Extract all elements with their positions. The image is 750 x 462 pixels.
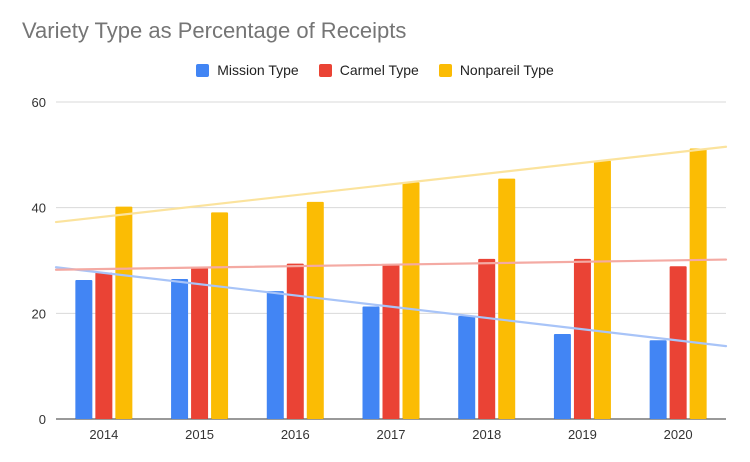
bar-nonpareil-type xyxy=(593,160,611,419)
bar-nonpareil-type xyxy=(498,178,516,419)
x-tick-label: 2019 xyxy=(568,427,597,442)
bar-mission-type xyxy=(266,291,284,419)
bar-nonpareil-type xyxy=(211,212,229,419)
x-tick-label: 2018 xyxy=(472,427,501,442)
bar-nonpareil-type xyxy=(689,148,707,419)
legend-label-mission: Mission Type xyxy=(217,62,299,78)
x-tick-label: 2017 xyxy=(377,427,406,442)
bar-carmel-type xyxy=(286,263,304,419)
x-tick-label: 2014 xyxy=(89,427,118,442)
trendline-nonpareil-type xyxy=(54,145,728,224)
legend-label-nonpareil: Nonpareil Type xyxy=(459,62,554,78)
legend-item-mission[interactable]: Mission Type xyxy=(196,62,299,78)
x-tick-label: 2020 xyxy=(664,427,693,442)
x-tick-label: 2015 xyxy=(185,427,214,442)
bar-mission-type xyxy=(649,340,667,419)
legend-label-carmel: Carmel Type xyxy=(339,62,419,78)
y-tick-label: 40 xyxy=(32,201,46,216)
y-tick-label: 20 xyxy=(32,306,46,321)
bar-carmel-type xyxy=(573,258,591,419)
bar-carmel-type xyxy=(669,266,687,419)
bar-mission-type xyxy=(362,306,380,419)
bar-mission-type xyxy=(171,278,189,419)
trendline-mission-type xyxy=(54,266,728,348)
legend-swatch-nonpareil xyxy=(438,63,452,77)
bar-nonpareil-type xyxy=(402,182,420,419)
legend-swatch-carmel xyxy=(318,63,332,77)
bar-mission-type xyxy=(458,315,476,419)
bar-nonpareil-type xyxy=(306,201,324,419)
bar-mission-type xyxy=(75,280,93,419)
bar-nonpareil-type xyxy=(115,206,133,419)
x-tick-label: 2016 xyxy=(281,427,310,442)
bar-carmel-type xyxy=(478,258,496,419)
trendline-carmel-type xyxy=(54,258,728,271)
legend-item-nonpareil[interactable]: Nonpareil Type xyxy=(438,62,554,78)
bar-carmel-type xyxy=(191,267,209,419)
legend-item-carmel[interactable]: Carmel Type xyxy=(318,62,419,78)
chart-title: Variety Type as Percentage of Receipts xyxy=(22,18,407,43)
legend-swatch-mission xyxy=(196,63,210,77)
bar-carmel-type xyxy=(382,264,400,419)
bar-mission-type xyxy=(553,333,571,419)
y-tick-label: 60 xyxy=(32,95,46,110)
y-tick-label: 0 xyxy=(39,412,46,427)
legend: Mission Type Carmel Type Nonpareil Type xyxy=(0,62,750,78)
bar-carmel-type xyxy=(95,272,113,419)
